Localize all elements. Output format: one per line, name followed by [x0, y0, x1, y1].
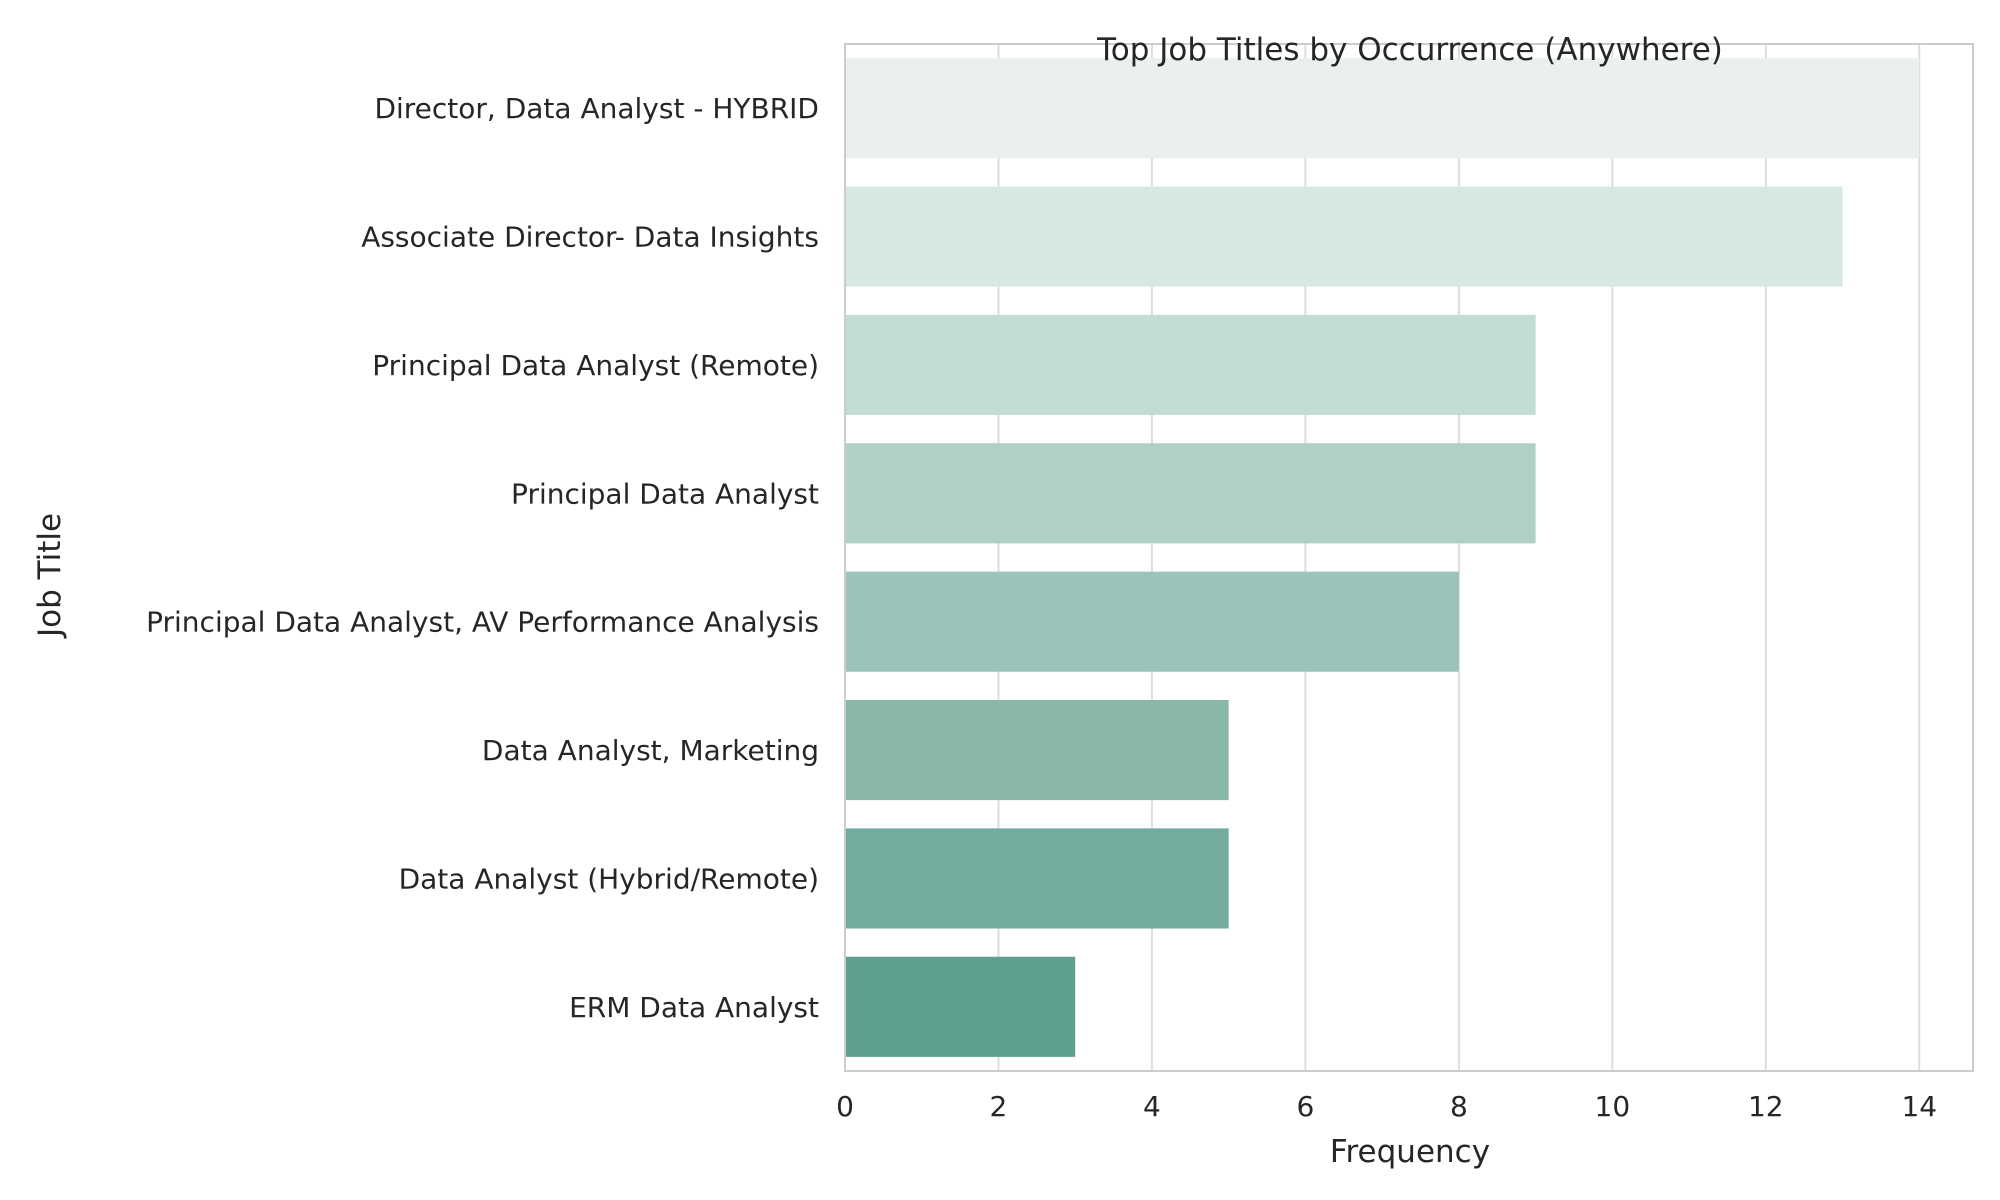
x-tick-label: 8: [1450, 1090, 1468, 1123]
y-category-label: Data Analyst (Hybrid/Remote): [399, 862, 819, 895]
x-tick-label: 6: [1296, 1090, 1314, 1123]
y-category-label: Principal Data Analyst: [511, 477, 819, 510]
bar: [845, 443, 1536, 544]
x-tick-label: 10: [1595, 1090, 1631, 1123]
bar: [845, 58, 1920, 159]
x-tick-label: 0: [836, 1090, 854, 1123]
x-tick-label: 14: [1901, 1090, 1937, 1123]
x-tick-labels: 0 2 4 6 8 10 12 14: [836, 1090, 1937, 1123]
chart-title: Top Job Titles by Occurrence (Anywhere): [1096, 32, 1723, 68]
bar: [845, 186, 1843, 287]
bar: [845, 828, 1229, 929]
y-category-label: Principal Data Analyst (Remote): [372, 349, 819, 382]
y-category-label: Associate Director- Data Insights: [361, 221, 819, 254]
plot-frame: [844, 43, 1974, 1072]
y-category-label: Data Analyst, Marketing: [482, 734, 819, 767]
bar: [845, 699, 1229, 801]
x-tick-label: 12: [1748, 1090, 1784, 1123]
bar: [845, 956, 1076, 1057]
bar: [845, 571, 1459, 672]
y-axis-label: Job Title: [32, 513, 68, 639]
y-category-label: ERM Data Analyst: [569, 991, 819, 1024]
x-tick-label: 4: [1143, 1090, 1161, 1123]
y-category-label: Principal Data Analyst, AV Performance A…: [146, 606, 819, 639]
bar: [845, 314, 1536, 416]
y-category-label: Director, Data Analyst - HYBRID: [374, 92, 819, 125]
x-axis-label: Frequency: [1330, 1134, 1490, 1170]
y-category-labels: Director, Data Analyst - HYBRID Associate…: [146, 92, 819, 1024]
x-tick-label: 2: [990, 1090, 1008, 1123]
bars-layer: [845, 58, 1920, 1057]
